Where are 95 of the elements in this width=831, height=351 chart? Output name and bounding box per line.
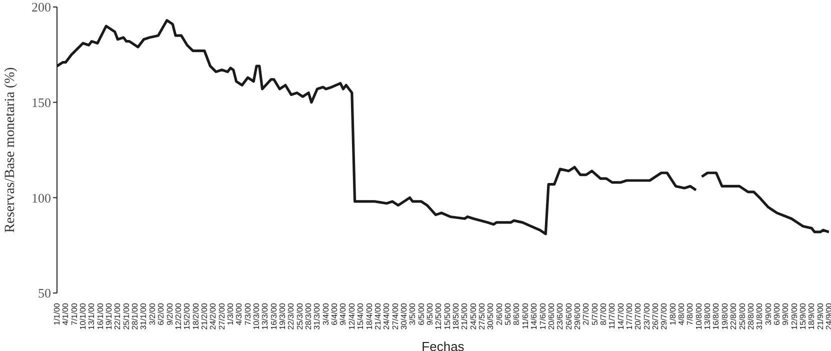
x-tick-label: 13/1/00	[87, 302, 96, 330]
x-tick-label: 25/8/00	[738, 302, 747, 330]
x-tick-label: 18/9/00	[807, 302, 816, 330]
x-tick-label: 6/5/00	[416, 302, 426, 326]
x-tick-label: 3/9/00	[764, 302, 773, 326]
x-tick-label: 18/4/00	[364, 302, 374, 330]
x-tick-label: 12/9/00	[790, 302, 799, 330]
x-tick-label: 6/4/00	[330, 302, 340, 326]
x-tick-label: 16/8/00	[712, 302, 721, 330]
x-tick-label: 24/5/00	[468, 302, 478, 330]
x-tick-label: 9/4/00	[338, 302, 348, 326]
x-tick-label: 14/7/00	[616, 302, 626, 330]
x-tick-label: 28/8/00	[746, 302, 756, 330]
x-tick-label: 16/1/00	[96, 302, 105, 330]
y-tick-label: 50	[38, 286, 51, 301]
x-tick-label: 17/6/00	[538, 302, 548, 330]
x-tick-label: 12/4/00	[347, 302, 356, 330]
x-tick-label: 22/1/00	[113, 302, 122, 330]
x-tick-label: 4/3/00	[234, 302, 244, 326]
x-tick-label: 12/5/00	[434, 302, 444, 330]
y-tick-label: 100	[32, 190, 51, 206]
x-tick-label: 19/3/00	[278, 302, 288, 330]
x-tick-label: 31/1/00	[139, 302, 148, 330]
x-tick-label: 15/9/00	[798, 302, 808, 330]
x-tick-label: 3/2/00	[148, 302, 157, 326]
x-tick-label: 12/2/00	[174, 302, 183, 330]
y-axis-title: Reservas/Base monetaria (%)	[2, 66, 18, 233]
x-tick-label: 2/7/00	[582, 302, 591, 326]
x-tick-label: 18/2/00	[191, 302, 200, 330]
x-tick-label: 5/7/00	[590, 302, 600, 326]
x-tick-label: 13/3/00	[260, 302, 270, 330]
x-tick-label: 25/1/00	[122, 302, 131, 330]
x-tick-label: 7/1/00	[70, 302, 79, 326]
x-tick-label: 23/6/00	[556, 302, 565, 330]
x-tick-label: 21/2/00	[200, 302, 209, 330]
x-tick-label: 1/8/00	[668, 302, 678, 326]
x-tick-label: 24/2/00	[208, 302, 218, 330]
x-axis-title: Fechas	[422, 339, 465, 351]
x-tick-label: 17/7/00	[624, 302, 634, 330]
x-tick-label: 21/4/00	[373, 302, 382, 330]
x-tick-label: 25/3/00	[295, 302, 304, 330]
x-tick-label: 22/3/00	[286, 302, 296, 330]
x-tick-label: 27/4/00	[390, 302, 400, 330]
x-tick-label: 1/3/00	[226, 302, 235, 326]
x-tick-label: 20/6/00	[546, 302, 556, 330]
x-tick-label: 10/3/00	[252, 302, 262, 330]
y-tick-label: 200	[32, 0, 51, 15]
x-tick-label: 21/5/00	[460, 302, 470, 330]
x-tick-label: 14/6/00	[530, 302, 539, 330]
x-tick-label: 24/4/00	[382, 302, 392, 330]
y-tick-label: 150	[32, 94, 51, 110]
x-tick-label: 29/7/00	[660, 302, 669, 330]
x-tick-label: 8/6/00	[512, 302, 522, 326]
x-tick-label: 11/7/00	[608, 302, 617, 330]
x-tick-label: 26/7/00	[651, 302, 660, 330]
x-tick-label: 9/9/00	[781, 302, 790, 326]
x-tick-label: 7/8/00	[686, 302, 695, 326]
x-tick-label: 3/5/00	[408, 302, 418, 326]
x-tick-label: 7/3/00	[243, 302, 252, 326]
x-tick-label: 4/1/00	[61, 302, 70, 326]
x-tick-label: 9/5/00	[425, 302, 434, 326]
x-tick-label: 22/8/00	[729, 302, 738, 330]
x-tick-label: 5/6/00	[504, 302, 513, 326]
x-tick-label: 3/4/00	[321, 302, 330, 326]
x-tick-label: 18/5/00	[452, 302, 461, 330]
x-tick-label: 6/9/00	[772, 302, 782, 326]
x-tick-label: 15/2/00	[182, 302, 192, 330]
x-tick-label: 6/2/00	[156, 302, 166, 326]
x-tick-label: 13/8/00	[703, 302, 712, 330]
x-tick-label: 28/3/00	[304, 302, 314, 330]
x-tick-label: 27/2/00	[217, 302, 226, 330]
x-tick-label: 20/7/00	[634, 302, 643, 330]
x-tick-label: 26/6/00	[564, 302, 574, 330]
x-tick-label: 19/1/00	[104, 302, 114, 330]
x-tick-label: 31/3/00	[312, 302, 322, 330]
x-tick-label: 30/5/00	[486, 302, 496, 330]
x-tick-label: 11/6/00	[520, 302, 530, 330]
x-tick-label: 27/5/00	[478, 302, 487, 330]
x-tick-label: 21/9/00	[816, 302, 825, 330]
x-tick-label: 10/8/00	[694, 302, 704, 330]
x-tick-label: 16/3/00	[269, 302, 278, 330]
x-tick-label: 9/2/00	[165, 302, 174, 326]
x-tick-label: 15/5/00	[442, 302, 452, 330]
x-tick-label: 2/6/00	[494, 302, 504, 326]
x-tick-label: 8/7/00	[598, 302, 608, 326]
x-tick-label: 15/4/00	[356, 302, 366, 330]
x-tick-label: 31/8/00	[755, 302, 764, 330]
x-tick-label: 10/1/00	[78, 302, 88, 330]
x-tick-label: 30/4/00	[399, 302, 408, 330]
x-tick-label: 1/1/00	[52, 302, 62, 326]
x-tick-label: 23/7/00	[642, 302, 652, 330]
x-tick-label: 28/1/00	[130, 302, 140, 330]
x-tick-label: 19/8/00	[720, 302, 730, 330]
x-tick-label: 4/8/00	[677, 302, 686, 326]
x-tick-label: 29/6/00	[572, 302, 582, 330]
